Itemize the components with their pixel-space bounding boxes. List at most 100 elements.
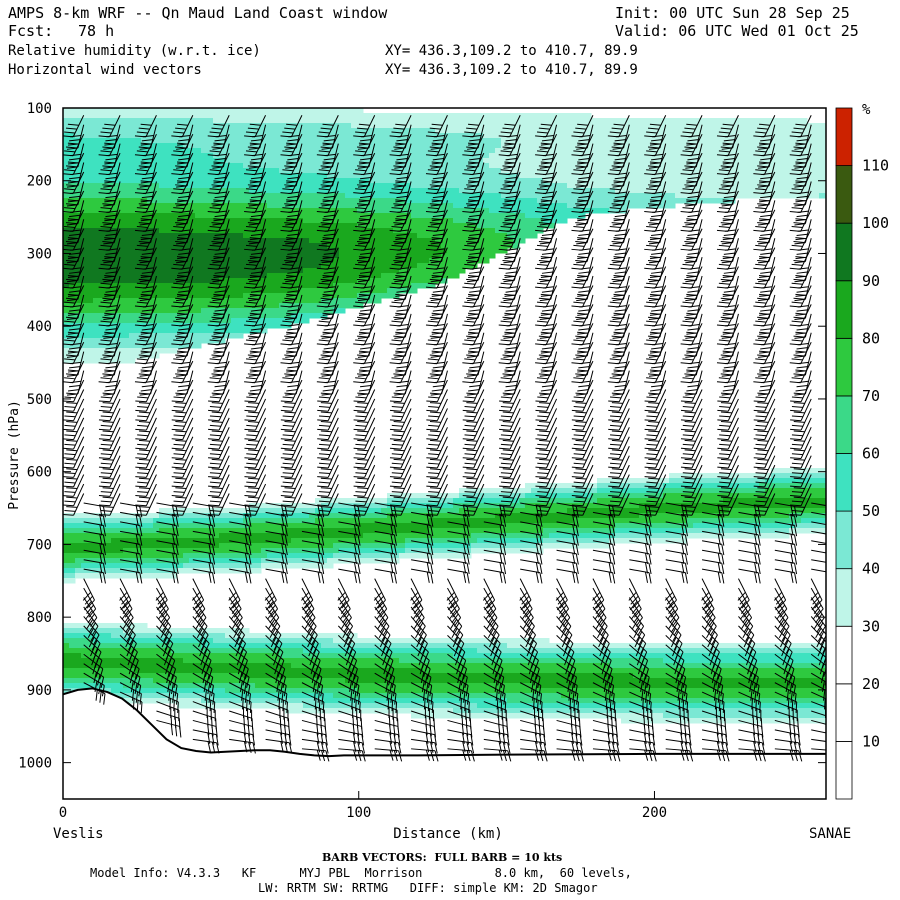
rh-cell <box>141 263 148 269</box>
rh-cell <box>411 213 418 219</box>
rh-cell <box>237 528 244 534</box>
rh-cell <box>255 168 262 174</box>
rh-cell <box>117 353 124 359</box>
rh-cell <box>63 543 70 549</box>
rh-cell <box>321 643 328 649</box>
rh-cell <box>447 638 454 644</box>
rh-cell <box>231 323 238 329</box>
rh-cell <box>303 308 310 314</box>
rh-cell <box>303 168 310 174</box>
rh-cell <box>429 113 436 119</box>
rh-cell <box>87 678 94 684</box>
rh-cell <box>87 633 94 639</box>
rh-cell <box>333 638 340 644</box>
rh-cell <box>177 288 184 294</box>
rh-cell <box>231 188 238 194</box>
rh-cell <box>381 548 388 554</box>
rh-cell <box>357 288 364 294</box>
rh-cell <box>387 258 394 264</box>
rh-cell <box>339 143 346 149</box>
rh-cell <box>171 298 178 304</box>
rh-cell <box>195 508 202 514</box>
rh-cell <box>183 533 190 539</box>
rh-cell <box>279 178 286 184</box>
rh-cell <box>237 258 244 264</box>
rh-cell <box>129 153 136 159</box>
rh-cell <box>333 273 340 279</box>
rh-cell <box>183 113 190 119</box>
rh-cell <box>273 258 280 264</box>
rh-cell <box>411 228 418 234</box>
rh-cell <box>267 303 274 309</box>
rh-cell <box>153 558 160 564</box>
rh-cell <box>375 638 382 644</box>
rh-cell <box>81 528 88 534</box>
rh-cell <box>153 128 160 134</box>
rh-cell <box>321 128 328 134</box>
rh-cell <box>129 623 136 629</box>
rh-cell <box>75 173 82 179</box>
rh-cell <box>429 118 436 124</box>
rh-cell <box>177 163 184 169</box>
rh-cell <box>135 333 142 339</box>
rh-cell <box>129 243 136 249</box>
rh-cell <box>357 638 364 644</box>
rh-cell <box>243 268 250 274</box>
rh-cell <box>159 113 166 119</box>
rh-cell <box>231 128 238 134</box>
rh-cell <box>309 188 316 194</box>
rh-cell <box>225 648 232 654</box>
rh-cell <box>69 623 76 629</box>
rh-cell <box>465 158 472 164</box>
rh-cell <box>207 128 214 134</box>
rh-cell <box>405 223 412 229</box>
rh-cell <box>147 683 154 689</box>
rh-cell <box>441 543 448 549</box>
rh-cell <box>333 558 340 564</box>
rh-cell <box>159 548 166 554</box>
rh-cell <box>327 663 334 669</box>
rh-cell <box>423 543 430 549</box>
rh-cell <box>405 703 412 709</box>
rh-cell <box>183 643 190 649</box>
rh-cell <box>123 133 130 139</box>
rh-cell <box>315 308 322 314</box>
rh-cell <box>291 668 298 674</box>
rh-cell <box>165 208 172 214</box>
rh-cell <box>261 133 268 139</box>
rh-cell <box>123 663 130 669</box>
rh-cell <box>285 118 292 124</box>
rh-cell <box>261 523 268 529</box>
rh-cell <box>327 553 334 559</box>
rh-cell <box>81 283 88 289</box>
rh-cell <box>369 658 376 664</box>
rh-cell <box>279 153 286 159</box>
rh-cell <box>249 683 256 689</box>
rh-cell <box>291 173 298 179</box>
rh-cell <box>387 513 394 519</box>
rh-cell <box>447 503 454 509</box>
rh-cell <box>435 553 442 559</box>
rh-cell <box>201 123 208 129</box>
rh-cell <box>411 208 418 214</box>
rh-cell <box>303 288 310 294</box>
rh-cell <box>237 253 244 259</box>
rh-cell <box>201 223 208 229</box>
rh-cell <box>171 143 178 149</box>
rh-cell <box>261 268 268 274</box>
rh-cell <box>81 653 88 659</box>
rh-cell <box>195 143 202 149</box>
rh-cell <box>375 293 382 299</box>
rh-cell <box>231 233 238 239</box>
rh-cell <box>327 673 334 679</box>
rh-cell <box>135 528 142 534</box>
rh-cell <box>381 538 388 544</box>
rh-cell <box>249 123 256 129</box>
rh-cell <box>207 543 214 549</box>
rh-cell <box>387 273 394 279</box>
rh-cell <box>339 273 346 279</box>
rh-cell <box>309 123 316 129</box>
rh-cell <box>213 188 220 194</box>
rh-cell <box>255 263 262 269</box>
rh-cell <box>225 113 232 119</box>
